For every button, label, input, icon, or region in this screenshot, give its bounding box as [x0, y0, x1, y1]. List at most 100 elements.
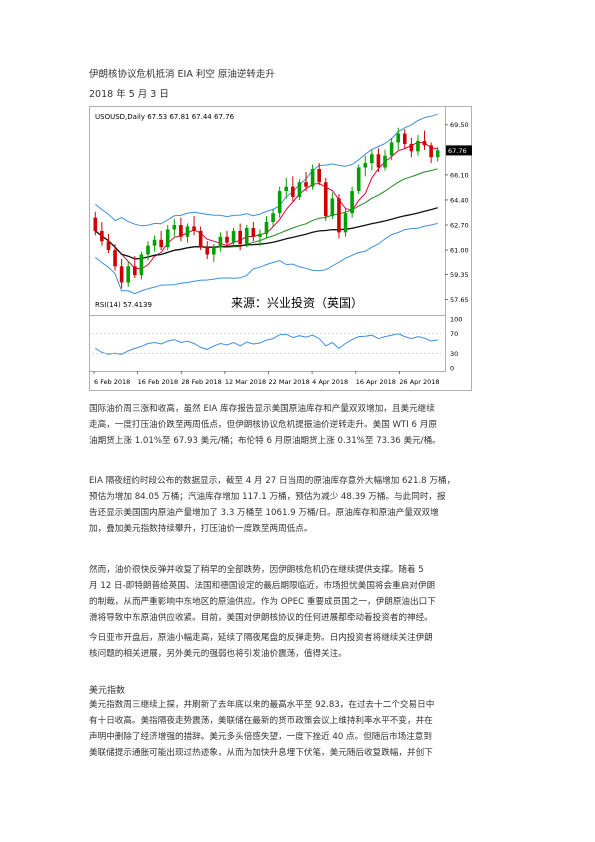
paragraph-line: 告还显示美国国内原油产量增加了 3.3 万桶至 1061.9 万桶/日。原油库存…: [89, 508, 439, 518]
moving-average-slow-line: [94, 207, 438, 260]
candle-body: [244, 227, 249, 245]
paragraph-line: 走高，一度打压油价跌至两周低点，但伊朗核协议危机提振油价逆转走升。美国 WTI …: [89, 420, 437, 430]
candle-body: [370, 154, 374, 164]
paragraph-line: 加，叠加美元指数持续攀升，打压油价一度跌至两周低点。: [89, 524, 313, 534]
candle-body: [284, 186, 289, 192]
candle-body: [100, 230, 104, 242]
price-tick-label: 69.50: [450, 121, 469, 129]
candle-body: [251, 227, 256, 237]
date-tick-label: 4 Apr 2018: [312, 378, 348, 386]
candle-body: [409, 143, 414, 152]
candle-body: [350, 191, 354, 214]
axis-layer: 69.50 66.10 64.40 62.70 61.00 59.35 57.65 67.76…: [93, 121, 472, 386]
date-tick-label: 12 Mar 2018: [225, 378, 266, 386]
rsi-tick-label: 70: [450, 330, 458, 338]
paragraph-line: EIA 隔夜纽约时段公布的数据显示，截至 4 月 27 日当周的原油库存意外大幅…: [89, 476, 456, 486]
candle-body: [330, 198, 335, 217]
candle-body: [297, 182, 302, 197]
bollinger-upper-line: [94, 113, 438, 227]
candle-body: [277, 191, 282, 214]
date-tick-label: 28 Feb 2018: [181, 378, 221, 386]
symbol-header: USOUSD,Daily 67.53 67.81 67.44 67.76: [95, 113, 235, 121]
candle-body: [422, 140, 427, 146]
price-chart: 69.50 66.10 64.40 62.70 61.00 59.35 57.65 67.76…: [89, 106, 472, 391]
candle-body: [337, 198, 341, 233]
paragraph-line: 核问题的相关进展，另外美元的强弱也将引发油价震荡，值得关注。: [89, 649, 347, 659]
paragraph-line: 的制裁，从而严重影响中东地区的原油供应。作为 OPEC 重要成员国之一，伊朗原油…: [89, 597, 436, 607]
candle-body: [126, 266, 131, 283]
candle-body: [165, 229, 170, 248]
section-body: 美元指数周三继续上探，并刷新了去年底以来的最高水平至 92.83，在过去十二个交…: [89, 697, 507, 761]
current-price-marker: [446, 145, 472, 156]
candle-body: [231, 230, 236, 243]
candle-body: [435, 150, 440, 158]
paragraph-1: 国际油价周三涨和收高，虽然 EIA 库存报告显示美国原油库存和产量双双增加，且美…: [89, 401, 507, 449]
candle-body: [271, 213, 275, 223]
candle-body: [376, 154, 381, 168]
candle-body: [139, 254, 144, 276]
paragraph-line: 今日亚市开盘后，原油小幅走高，延续了隔夜尾盘的反弹走势。日内投资者将继续关注伊朗: [89, 633, 433, 643]
candle-body: [356, 167, 361, 192]
rsi-panel: [89, 315, 446, 372]
candle-body: [212, 247, 216, 255]
paragraph-line: 声明中删除了经济增强的措辞。美元多头倍感失望，一度下挫近 40 点。但随后市场注…: [89, 732, 432, 742]
paragraph-line: 油期货上涨 1.01%至 67.93 美元/桶；布伦特 6 月原油期货上涨 0.…: [89, 436, 441, 446]
date-tick-label: 22 Mar 2018: [269, 378, 310, 386]
rsi-line: [95, 333, 438, 355]
candle-body: [291, 186, 295, 197]
candle-body: [238, 230, 242, 245]
price-layer: [93, 113, 440, 295]
price-tick-label: 57.65: [450, 296, 469, 304]
price-tick-label: 61.00: [450, 247, 469, 255]
candle-body: [106, 241, 111, 251]
candle-body: [402, 133, 407, 144]
paragraph-line: 预估为增加 84.05 万桶；汽油库存增加 117.1 万桶，预估为减少 48.…: [89, 492, 446, 502]
candle-body: [93, 217, 98, 231]
rsi-tick-label: 100: [450, 316, 462, 324]
candle-body: [132, 266, 137, 276]
candle-body: [323, 182, 328, 217]
paragraph-line: 美联储提示通胀可能出现过热迹象，从而为加快升息埋下伏笔，美元随后收复跌幅，并创下: [89, 748, 433, 758]
rsi-layer: [92, 333, 441, 355]
rsi-tick-label: 30: [450, 350, 458, 358]
candle-body: [152, 239, 157, 246]
date-tick-label: 6 Feb 2018: [94, 378, 130, 386]
date-tick-label: 26 Apr 2018: [399, 378, 439, 386]
current-price-label: 67.76: [448, 147, 467, 155]
candle-body: [304, 182, 308, 187]
candle-body: [310, 168, 315, 187]
rsi-label: RSI(14) 57.4139: [95, 301, 152, 309]
candle-body: [264, 222, 269, 234]
paragraph-line: 滑将导致中东原油供应收紧。目前，美国对伊朗核协议的任何进展都牵动着投资者的神经。: [89, 613, 433, 623]
paragraph-line: 国际油价周三涨和收高，虽然 EIA 库存报告显示美国原油库存和产量双双增加，且美…: [89, 404, 435, 414]
paragraph-line: 有十日收高。美指隔夜走势震荡，美联储在最新的货币政策会议上维持利率水平不变，并在: [89, 716, 433, 726]
paragraph-2: EIA 隔夜纽约时段公布的数据显示，截至 4 月 27 日当周的原油库存意外大幅…: [89, 473, 507, 537]
candle-body: [113, 250, 117, 267]
candle-body: [218, 236, 223, 248]
candle-body: [343, 213, 348, 233]
article-date: 2018 年 5 月 3 日: [89, 89, 169, 100]
candle-body: [159, 239, 163, 248]
section-heading: 美元指数: [89, 686, 126, 696]
candle-body: [363, 163, 368, 168]
candle-body: [119, 266, 124, 283]
candle-body: [198, 230, 203, 248]
candle-body: [185, 226, 190, 237]
price-tick-label: 59.35: [450, 271, 469, 279]
price-tick-label: 64.40: [450, 196, 469, 204]
candle-body: [389, 142, 394, 156]
candle-body: [429, 145, 433, 158]
candle-body: [172, 225, 177, 230]
paragraph-3: 然而，油价很快反弹并收复了稍早的全部跌势，因伊朗核危机仍在继续提供支撑。随着 5…: [89, 562, 507, 626]
source-watermark: 来源：兴业投资（英国）: [231, 295, 363, 310]
bollinger-lower-line: [94, 222, 438, 295]
date-tick-label: 16 Apr 2018: [356, 378, 396, 386]
candle-body: [146, 245, 150, 255]
paragraph-line: 然而，油价很快反弹并收复了稍早的全部跌势，因伊朗核危机仍在继续提供支撑。随着 5: [89, 565, 424, 575]
candle-body: [192, 226, 196, 231]
article-title: 伊朗核协议危机抵消 EIA 利空 原油逆转走升: [89, 69, 275, 80]
paragraph-line: 月 12 日-即特朗普给英国、法国和德国设定的最后期限临近，市场担忧美国将会重启…: [89, 581, 436, 591]
candle-body: [258, 233, 262, 237]
date-tick-label: 16 Feb 2018: [138, 378, 178, 386]
candle-body: [225, 236, 229, 243]
